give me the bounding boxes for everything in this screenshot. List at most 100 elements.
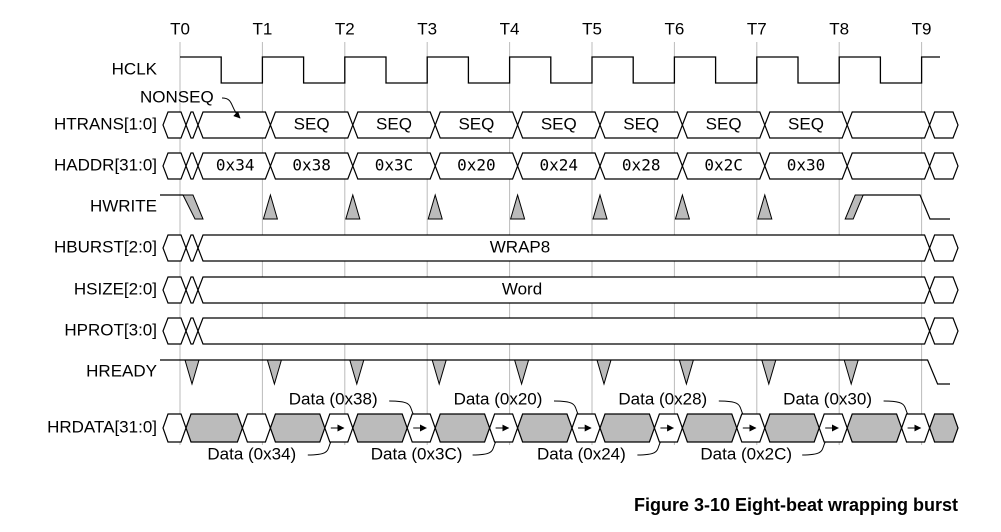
control-bus	[162, 276, 187, 304]
haddr-bus	[846, 152, 931, 180]
data-leader	[307, 441, 332, 456]
htrans-label: SEQ	[541, 114, 577, 133]
data-leader	[802, 441, 826, 456]
clock-tick: T9	[912, 19, 932, 38]
htrans-label: SEQ	[706, 114, 742, 133]
data-label: Data (0x24)	[537, 444, 626, 463]
htrans-label: SEQ	[376, 114, 412, 133]
clock-tick: T4	[500, 19, 520, 38]
data-label: Data (0x3C)	[371, 444, 463, 463]
data-label: Data (0x2C)	[700, 444, 792, 463]
hburst-label: WRAP8	[490, 237, 550, 256]
hready-pulse	[184, 359, 200, 386]
hrdata-segment	[764, 413, 820, 443]
htrans-label: SEQ	[788, 114, 824, 133]
hrdata-segment	[599, 413, 656, 443]
hrdata-segment	[846, 413, 903, 443]
hready-pulse	[266, 359, 283, 386]
hwrite-pulse	[345, 193, 361, 220]
hwrite-pulse	[509, 193, 526, 220]
clock-tick: T2	[335, 19, 355, 38]
hclk-wave	[180, 56, 940, 84]
nonseq-label: NONSEQ	[140, 87, 214, 106]
htrans-label: SEQ	[458, 114, 494, 133]
clock-tick: T8	[829, 19, 849, 38]
signal-name: HADDR[31:0]	[54, 155, 157, 174]
hwrite-line	[160, 194, 950, 220]
control-bus	[928, 317, 959, 345]
clock-tick: T6	[664, 19, 684, 38]
signal-name: HREADY	[86, 361, 157, 380]
hready-pulse	[843, 359, 859, 386]
hrdata-segment	[352, 413, 408, 443]
hwrite-pulse	[757, 193, 773, 220]
hwrite-fall	[182, 194, 204, 220]
data-leader	[718, 400, 744, 415]
control-bus	[928, 234, 959, 262]
hwrite-pulse	[674, 193, 691, 220]
hrdata-segment	[516, 413, 573, 443]
data-leader	[553, 400, 579, 415]
control-bus	[928, 276, 959, 304]
hready-pulse	[431, 359, 447, 386]
haddr-label: 0x34	[216, 156, 255, 175]
hrdata-segment	[241, 413, 272, 443]
signal-name: HWRITE	[90, 196, 157, 215]
data-leader	[389, 400, 414, 415]
haddr-label: 0x3C	[375, 156, 414, 175]
control-bus	[197, 276, 931, 304]
hsize-label: Word	[502, 279, 542, 298]
data-label: Data (0x38)	[289, 389, 378, 408]
data-label: Data (0x34)	[207, 444, 296, 463]
haddr-label: 0x24	[540, 156, 579, 175]
hrdata-segment	[185, 413, 244, 443]
hrdata-segment	[928, 413, 959, 443]
data-leader	[883, 400, 909, 415]
control-bus	[197, 234, 931, 262]
hrdata-segment	[162, 413, 187, 443]
data-label: Data (0x30)	[783, 389, 872, 408]
hwrite-pulse	[262, 193, 279, 220]
signal-name: HCLK	[112, 59, 158, 78]
htrans-bus	[197, 111, 272, 139]
control-bus	[185, 234, 199, 262]
data-leader	[472, 441, 497, 456]
haddr-bus	[928, 152, 959, 180]
hrdata-segment	[269, 413, 326, 443]
hready-pulse	[761, 359, 777, 386]
control-bus	[162, 234, 187, 262]
hready-pulse	[678, 359, 695, 386]
data-leader	[637, 441, 661, 456]
hwrite-pulse	[592, 193, 608, 220]
clock-tick: T7	[747, 19, 767, 38]
clock-tick: T5	[582, 19, 602, 38]
clock-tick: T3	[417, 19, 437, 38]
hready-line	[160, 359, 950, 385]
htrans-bus	[162, 111, 187, 139]
hrdata-segment	[681, 413, 738, 443]
caption: Figure 3-10 Eight-beat wrapping burst	[634, 495, 958, 515]
haddr-label: 0x30	[787, 156, 826, 175]
haddr-label: 0x38	[292, 156, 331, 175]
htrans-bus	[928, 111, 959, 139]
hrdata-segment	[434, 413, 491, 443]
haddr-label: 0x2C	[704, 156, 743, 175]
control-bus	[162, 317, 187, 345]
htrans-label: SEQ	[623, 114, 659, 133]
hready-pulse	[513, 359, 530, 386]
hready-pulse	[596, 359, 612, 386]
signal-name: HSIZE[2:0]	[74, 279, 157, 298]
haddr-label: 0x20	[457, 156, 496, 175]
clock-tick: T1	[252, 19, 272, 38]
signal-name: HBURST[2:0]	[54, 237, 157, 256]
signal-name: HPROT[3:0]	[64, 320, 157, 339]
haddr-label: 0x28	[622, 156, 661, 175]
haddr-bus	[162, 152, 187, 180]
hwrite-rise	[844, 194, 864, 220]
hwrite-pulse	[427, 193, 443, 220]
control-bus	[185, 317, 199, 345]
data-label: Data (0x28)	[618, 389, 707, 408]
control-bus	[197, 317, 931, 345]
nonseq-arrow	[221, 97, 241, 119]
